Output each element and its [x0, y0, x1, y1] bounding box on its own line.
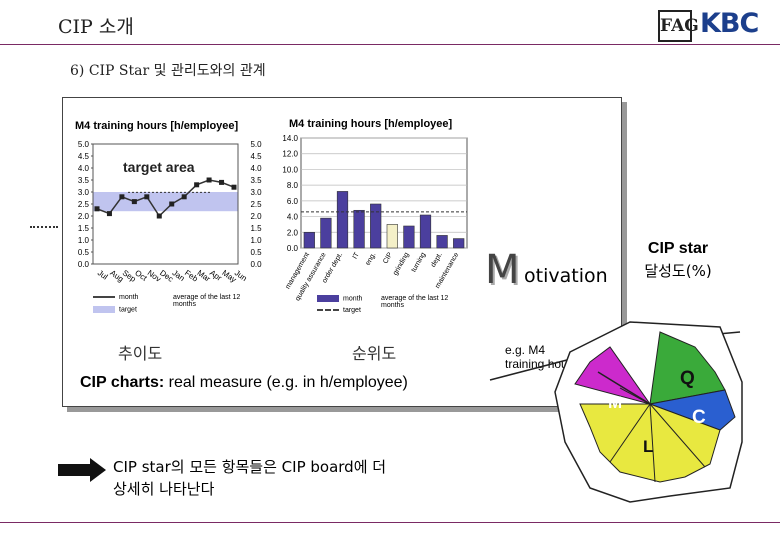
left-y-tick: 0.0: [78, 260, 90, 269]
cip-star-label: CIP star: [647, 240, 709, 257]
star-letter-q: Q: [680, 368, 695, 389]
right-y-tick: 6.0: [287, 197, 299, 206]
department-tick-label: CIP: [382, 251, 394, 265]
department-bar: [386, 224, 398, 249]
month-point: [206, 177, 212, 183]
department-bar: [320, 217, 332, 249]
left-y2-tick: 1.0: [250, 236, 262, 245]
right-legend-target: target: [317, 307, 361, 314]
ranking-chart-caption: 순위도: [352, 344, 397, 363]
left-dotted-marker: [30, 226, 58, 228]
right-chart-title: M4 training hours [h/employee]: [289, 118, 453, 130]
left-y-tick: 1.0: [78, 236, 90, 245]
left-legend-month: month: [93, 294, 138, 301]
left-y2-tick: 4.0: [250, 164, 262, 173]
left-y-tick: 3.5: [78, 176, 90, 185]
department-tick-label: grinding: [392, 251, 411, 276]
department-bar: [370, 203, 382, 249]
motivation-label: otivation: [524, 265, 608, 287]
left-y-tick: 4.5: [78, 152, 90, 161]
example-note: e.g. M4 training hours: [505, 343, 578, 371]
month-point: [144, 194, 150, 200]
star-letter-c: C: [692, 407, 706, 428]
left-y-tick: 2.0: [78, 212, 90, 221]
star-letter-l: L: [643, 437, 653, 456]
footer-divider: [0, 522, 780, 523]
month-point: [231, 184, 237, 190]
cip-charts-box: M4 training hours [h/employee] M4 traini…: [62, 97, 622, 407]
left-y2-tick: 1.5: [250, 224, 262, 233]
motivation-initial: M: [485, 247, 520, 293]
section-subtitle: 6) CIP Star 및 관리도와의 관계: [70, 63, 266, 79]
cip-star-diagram: M Q C L: [489, 321, 743, 503]
department-bar: [303, 231, 315, 249]
month-point: [94, 206, 100, 212]
right-bar-chart: 14.012.010.08.06.04.02.00.0managementqua…: [282, 134, 468, 302]
left-y-tick: 2.5: [78, 200, 90, 209]
right-y-tick: 10.0: [282, 165, 298, 174]
department-bar: [403, 225, 415, 249]
left-y2-tick: 3.5: [250, 176, 262, 185]
charts-svg: target area 5.0 4.5 4.0 3.5 3.0 2.5 2.0 1.5 1.0 0.…: [78, 134, 468, 302]
fag-logo: FAG: [658, 10, 699, 42]
month-point: [106, 211, 112, 217]
left-legend-avg: average of the last 12 months: [173, 294, 241, 308]
left-chart-title: M4 training hours [h/employee]: [75, 120, 239, 132]
achievement-label: 달성도(%): [644, 262, 712, 280]
left-y2-tick: 0.5: [250, 248, 262, 257]
month-point: [156, 213, 162, 219]
left-y-tick: 4.0: [78, 164, 90, 173]
left-y2-tick: 5.0: [250, 140, 262, 149]
target-area-band: [93, 192, 238, 212]
kbc-logo: KBC: [700, 8, 759, 39]
left-y-tick: 5.0: [78, 140, 90, 149]
left-y2-tick: 3.0: [250, 188, 262, 197]
right-y-tick: 0.0: [287, 244, 299, 253]
left-line-chart: target area 5.0 4.5 4.0 3.5 3.0 2.5 2.0 1.5 1.0 0.…: [78, 140, 262, 284]
month-point: [169, 201, 175, 207]
department-bar: [336, 191, 349, 249]
cip-star-description: CIP star의 모든 항목들은 CIP board에 더 상세히 나타난다: [113, 458, 387, 498]
left-y-tick: 3.0: [78, 188, 90, 197]
cip-charts-caption: CIP charts: real measure (e.g. in h/empl…: [80, 374, 408, 391]
left-y2-tick: 0.0: [250, 260, 262, 269]
month-tick-label: Jul: [96, 268, 110, 281]
department-bar: [436, 235, 448, 249]
trend-chart-caption: 추이도: [118, 344, 163, 363]
left-legend-target: target: [93, 306, 137, 313]
department-tick-label: dept.: [430, 251, 444, 268]
left-y2-tick: 2.0: [250, 212, 262, 221]
right-y-tick: 4.0: [287, 213, 299, 222]
department-bar: [453, 238, 465, 249]
left-y2-tick: 4.5: [250, 152, 262, 161]
department-tick-label: eng.: [365, 251, 378, 266]
department-tick-label: IT: [352, 251, 362, 261]
target-area-label: target area: [123, 159, 195, 175]
left-y2-tick: 2.5: [250, 200, 262, 209]
slide-title: CIP 소개: [58, 16, 134, 38]
star-letter-m: M: [608, 393, 622, 412]
month-point: [119, 194, 125, 200]
right-y-tick: 12.0: [282, 150, 298, 159]
month-point: [194, 182, 200, 188]
department-bar: [419, 214, 432, 249]
department-bar: [353, 209, 365, 249]
month-point: [131, 199, 137, 205]
right-legend-month: month: [317, 295, 362, 302]
arrow-right-icon: [58, 458, 106, 482]
left-y-tick: 1.5: [78, 224, 90, 233]
right-legend-avg: average of the last 12 months: [381, 295, 449, 309]
month-point: [219, 179, 225, 185]
month-point: [181, 194, 187, 200]
header-divider: [0, 44, 780, 45]
right-y-tick: 8.0: [287, 181, 299, 190]
right-y-tick: 14.0: [282, 134, 298, 143]
left-y-tick: 0.5: [78, 248, 90, 257]
right-y-tick: 2.0: [287, 228, 299, 237]
department-tick-label: turning: [410, 251, 427, 273]
